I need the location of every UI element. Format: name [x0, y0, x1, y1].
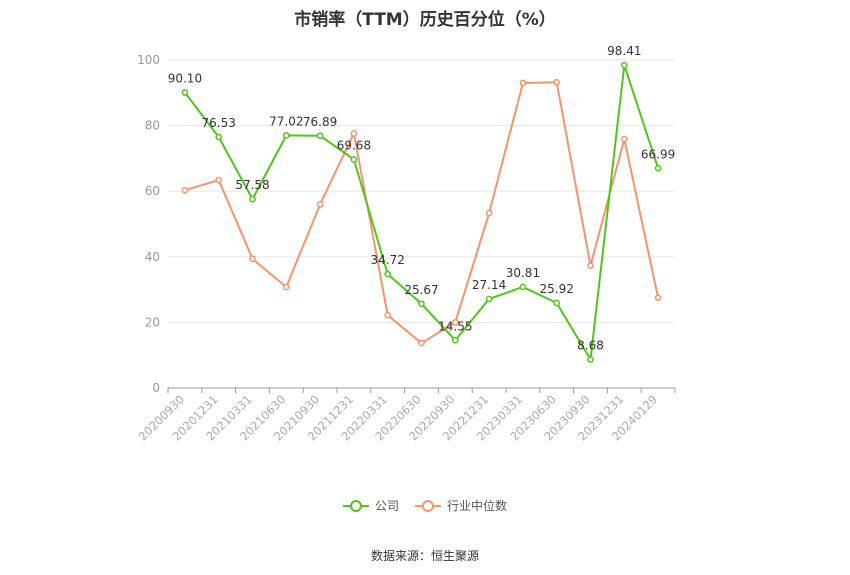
data-point-0	[587, 356, 594, 363]
data-point-0	[654, 164, 662, 172]
data-point-1	[451, 319, 459, 326]
data-point-1	[282, 283, 290, 291]
data-label: 25.67	[404, 283, 438, 297]
series-line-0	[184, 64, 660, 361]
data-point-0	[418, 300, 425, 308]
legend-company-icon	[342, 499, 369, 513]
data-point-0	[451, 336, 459, 344]
legend-industry-label: 行业中位数	[447, 499, 508, 513]
data-label: 25.92	[540, 282, 574, 296]
data-point-1	[587, 262, 594, 270]
data-point-0	[485, 295, 493, 303]
legend-item-industry-median[interactable]: 行业中位数	[415, 497, 507, 514]
data-label: 30.81	[506, 266, 540, 280]
data-label: 57.58	[235, 178, 269, 192]
data-label: 76.53	[202, 116, 236, 130]
data-point-1	[249, 255, 256, 263]
data-point-1	[654, 294, 662, 302]
y-tick-label: 40	[145, 250, 160, 264]
y-tick-label: 80	[145, 119, 160, 133]
data-point-1	[316, 200, 324, 208]
data-point-0	[519, 283, 527, 291]
data-point-1	[350, 130, 358, 137]
data-point-0	[249, 195, 256, 203]
data-label: 66.99	[641, 147, 675, 161]
data-label: 76.89	[303, 115, 337, 129]
y-tick-label: 60	[145, 184, 160, 198]
legend-item-company[interactable]: 公司	[342, 497, 399, 514]
data-point-0	[350, 156, 358, 163]
y-tick-label: 100	[137, 53, 160, 67]
y-tick-label: 20	[145, 315, 160, 329]
data-label: 77.02	[269, 114, 303, 128]
data-label: 27.14	[472, 278, 506, 292]
data-point-1	[215, 176, 223, 184]
data-point-0	[282, 132, 290, 139]
data-label: 34.72	[371, 253, 405, 267]
source-note: 数据来源：恒生聚源	[370, 549, 479, 563]
data-point-1	[485, 209, 493, 217]
data-label: 14.55	[438, 319, 472, 333]
data-label: 90.10	[168, 71, 202, 85]
y-tick-label: 0	[152, 381, 160, 395]
data-point-1	[553, 78, 561, 86]
data-label: 98.41	[607, 44, 641, 58]
legend-company-label: 公司	[374, 499, 399, 513]
data-point-0	[553, 299, 561, 307]
data-point-1	[181, 186, 189, 194]
data-point-0	[215, 133, 223, 141]
data-point-0	[620, 61, 628, 69]
data-point-1	[384, 311, 392, 319]
data-label: 69.68	[337, 138, 371, 152]
legend-industry-icon	[415, 499, 441, 513]
legend: 公司 行业中位数	[0, 497, 850, 514]
data-point-1	[519, 79, 527, 87]
data-point-0	[384, 270, 392, 278]
data-point-1	[418, 339, 425, 347]
data-point-0	[181, 89, 189, 96]
data-point-1	[620, 135, 628, 143]
data-label: 8.68	[577, 339, 604, 353]
data-point-0	[316, 132, 324, 140]
chart-title: 市销率（TTM）历史百分位（%）	[294, 10, 556, 30]
